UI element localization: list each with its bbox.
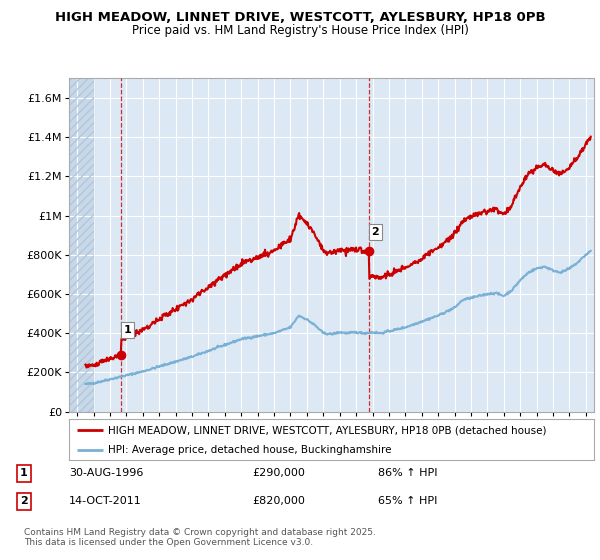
Text: 2: 2 <box>20 496 28 506</box>
Text: £820,000: £820,000 <box>252 496 305 506</box>
Text: Contains HM Land Registry data © Crown copyright and database right 2025.
This d: Contains HM Land Registry data © Crown c… <box>24 528 376 547</box>
Text: 2: 2 <box>371 227 379 237</box>
Text: 86% ↑ HPI: 86% ↑ HPI <box>378 468 437 478</box>
Text: 1: 1 <box>124 325 131 335</box>
Text: HIGH MEADOW, LINNET DRIVE, WESTCOTT, AYLESBURY, HP18 0PB (detached house): HIGH MEADOW, LINNET DRIVE, WESTCOTT, AYL… <box>109 426 547 436</box>
Text: Price paid vs. HM Land Registry's House Price Index (HPI): Price paid vs. HM Land Registry's House … <box>131 24 469 37</box>
Text: 14-OCT-2011: 14-OCT-2011 <box>69 496 142 506</box>
Text: 30-AUG-1996: 30-AUG-1996 <box>69 468 143 478</box>
Text: HIGH MEADOW, LINNET DRIVE, WESTCOTT, AYLESBURY, HP18 0PB: HIGH MEADOW, LINNET DRIVE, WESTCOTT, AYL… <box>55 11 545 24</box>
Text: 1: 1 <box>20 468 28 478</box>
Text: 65% ↑ HPI: 65% ↑ HPI <box>378 496 437 506</box>
Text: £290,000: £290,000 <box>252 468 305 478</box>
Text: HPI: Average price, detached house, Buckinghamshire: HPI: Average price, detached house, Buck… <box>109 445 392 455</box>
